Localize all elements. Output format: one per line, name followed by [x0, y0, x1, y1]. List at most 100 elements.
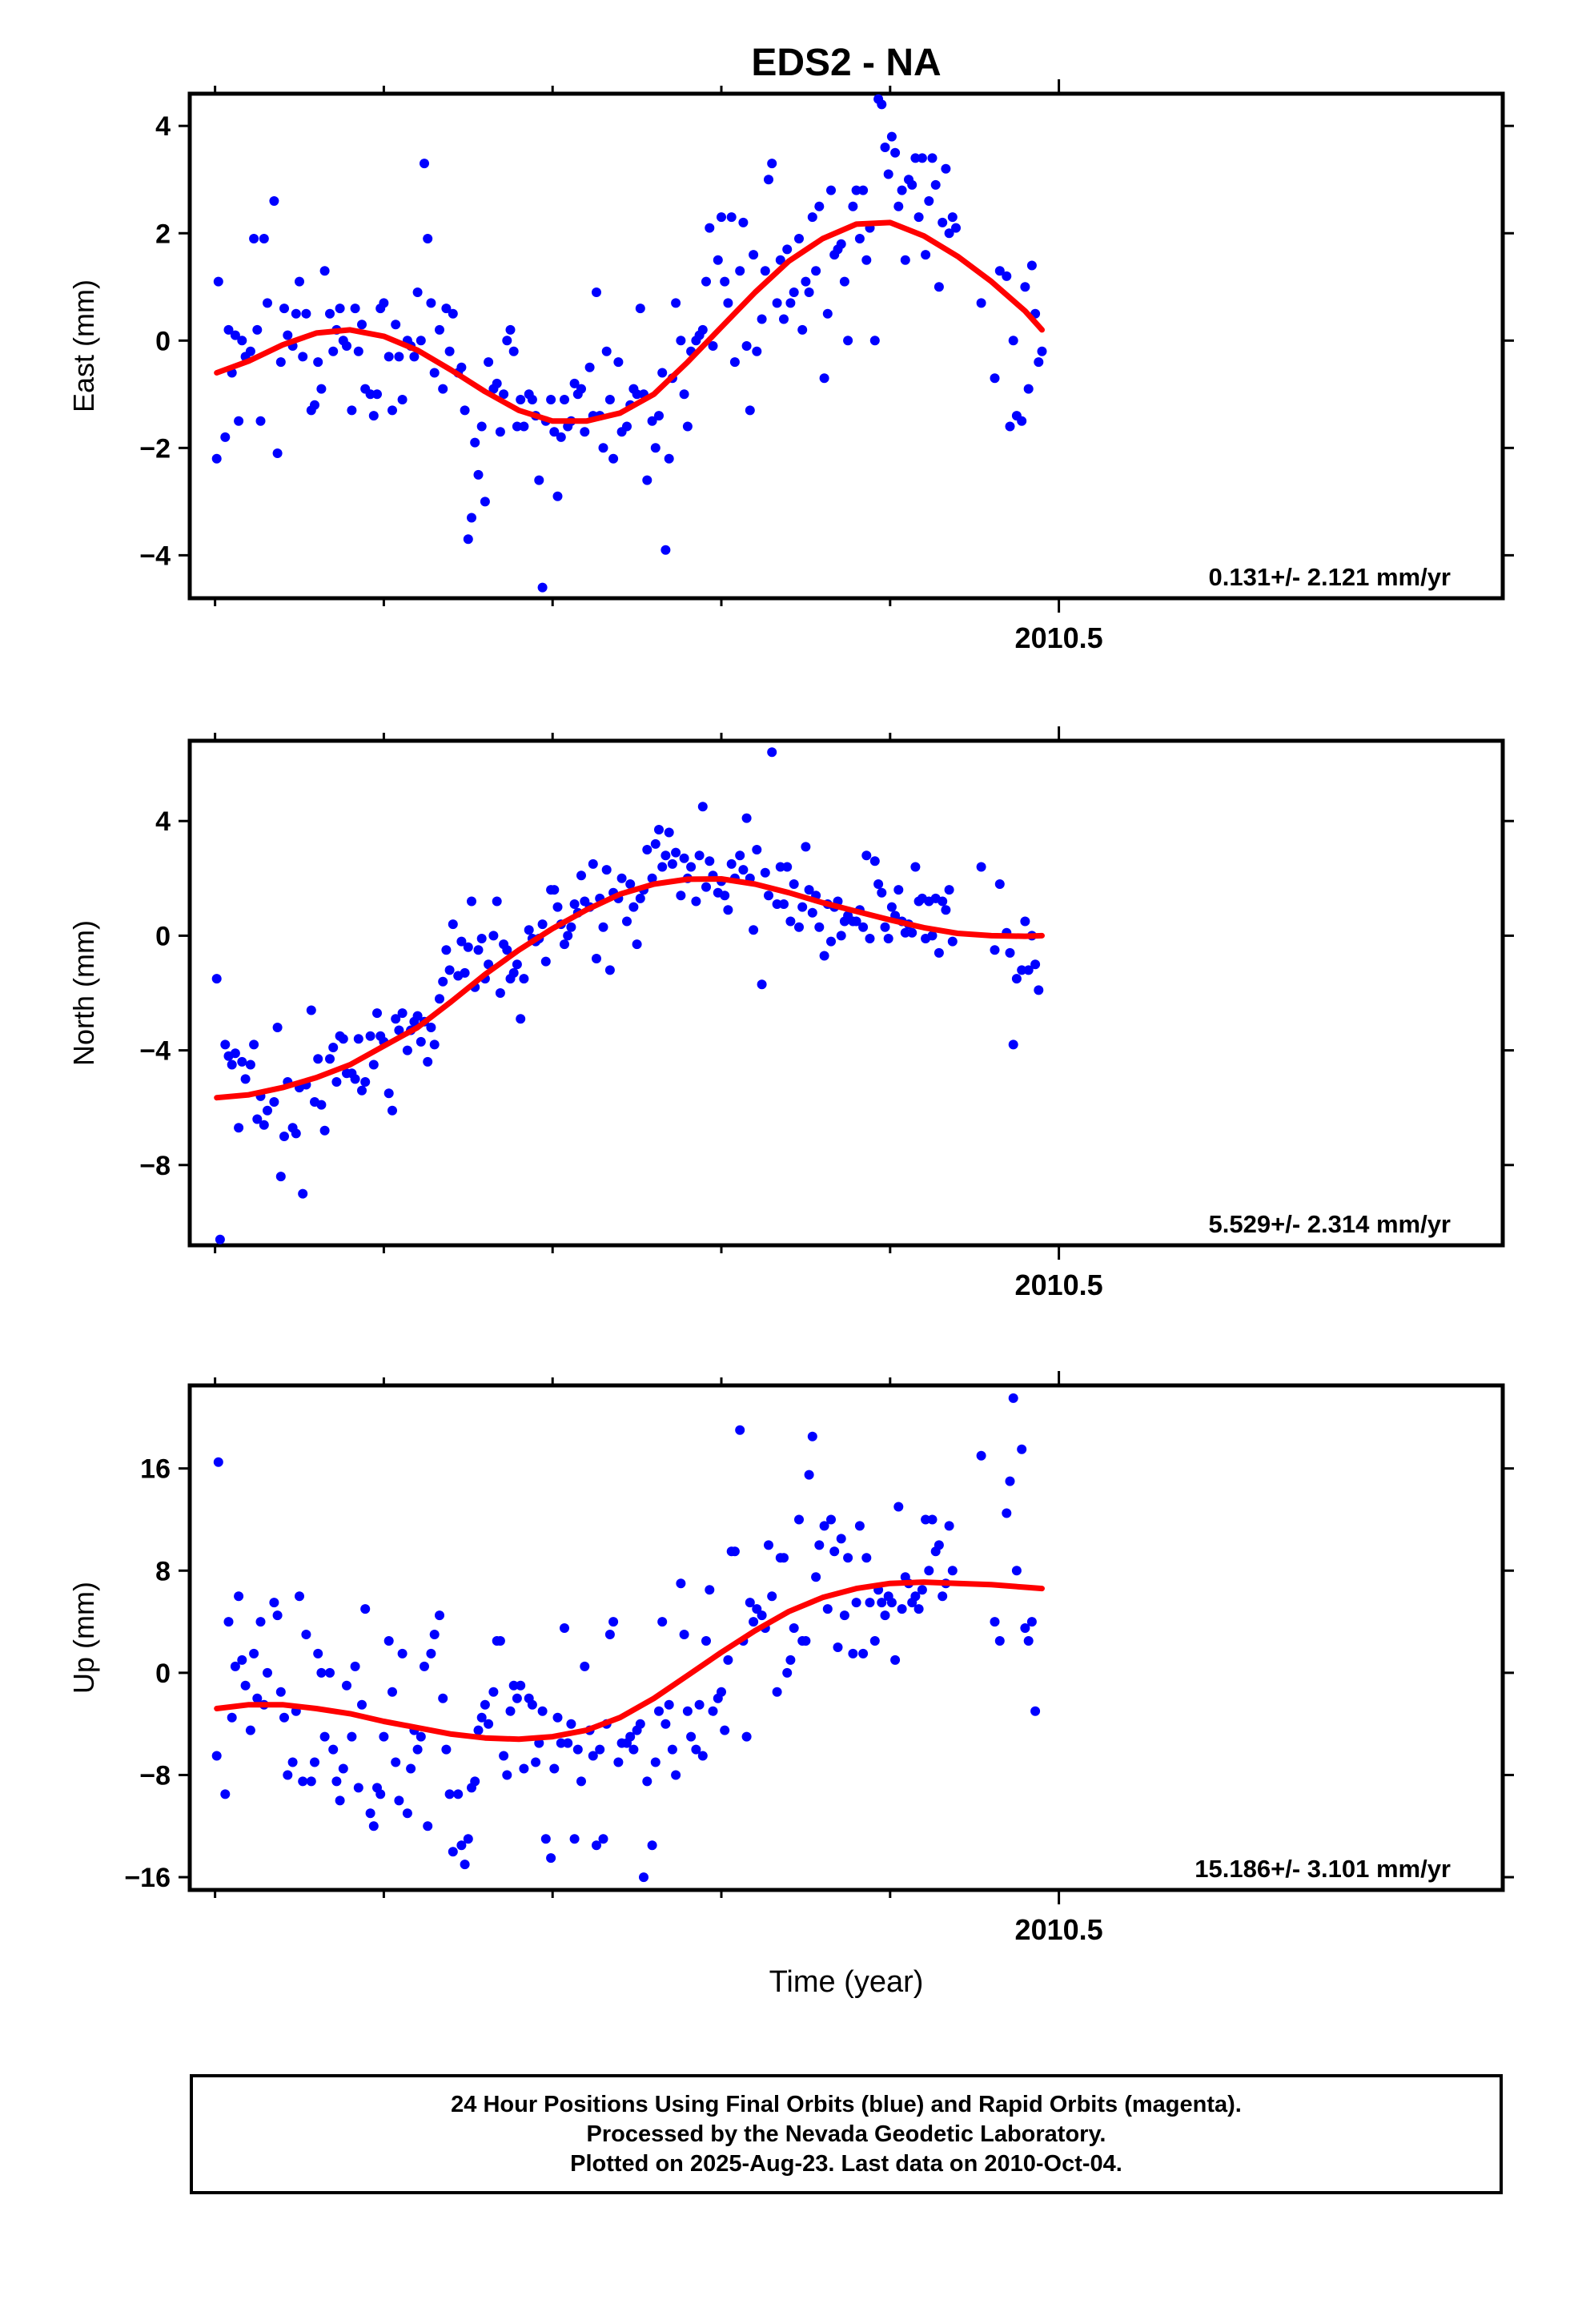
- data-point: [394, 352, 404, 362]
- data-point: [444, 965, 455, 975]
- data-point: [613, 1757, 624, 1767]
- data-point: [775, 862, 785, 872]
- data-point: [601, 865, 612, 875]
- fit-line: [214, 876, 1045, 1101]
- data-point: [298, 1188, 308, 1199]
- data-point: [661, 1719, 671, 1729]
- data-point: [794, 922, 804, 932]
- data-point: [279, 304, 289, 314]
- data-point: [913, 212, 924, 223]
- data-point: [804, 885, 814, 895]
- data-point: [869, 336, 880, 346]
- y-tick-label: 0: [155, 921, 171, 951]
- data-point: [701, 1636, 711, 1646]
- data-point: [938, 896, 948, 907]
- data-point: [252, 324, 263, 335]
- data-point: [476, 934, 487, 943]
- data-point: [426, 298, 436, 308]
- data-point: [1008, 1039, 1018, 1050]
- data-point: [934, 282, 944, 292]
- data-point: [880, 143, 890, 152]
- data-point: [580, 427, 590, 437]
- data-point: [230, 1048, 240, 1059]
- data-point: [865, 934, 875, 943]
- data-point: [552, 902, 563, 912]
- data-point: [269, 1598, 279, 1608]
- fit-line: [214, 219, 1045, 424]
- data-point: [453, 1789, 464, 1799]
- data-point: [826, 1514, 836, 1525]
- data-point: [508, 346, 519, 356]
- data-point: [764, 175, 773, 185]
- data-point: [604, 1630, 615, 1639]
- data-point: [412, 1744, 423, 1755]
- data-points: [211, 94, 1047, 593]
- data-point: [797, 902, 808, 912]
- data-point: [316, 1667, 327, 1678]
- data-point: [807, 212, 817, 223]
- data-point: [851, 916, 861, 927]
- data-point: [650, 1757, 661, 1767]
- data-point: [772, 899, 782, 909]
- data-point: [1005, 421, 1015, 432]
- data-point: [291, 1128, 301, 1139]
- data-point: [869, 1636, 880, 1646]
- data-points: [211, 747, 1044, 1244]
- data-point: [635, 304, 645, 314]
- data-point: [836, 931, 846, 941]
- data-point: [534, 475, 544, 485]
- data-point: [708, 1706, 718, 1716]
- rate-label: 15.186+/- 3.101 mm/yr: [1195, 1855, 1451, 1883]
- data-point: [990, 945, 1000, 955]
- data-point: [880, 1610, 890, 1621]
- data-point: [757, 314, 767, 324]
- data-point: [717, 1687, 726, 1697]
- data-point: [941, 905, 951, 915]
- data-point: [350, 1074, 360, 1084]
- data-point: [836, 239, 846, 249]
- data-point: [259, 234, 269, 243]
- data-point: [448, 308, 458, 319]
- data-point: [234, 416, 244, 426]
- data-point: [527, 1699, 537, 1710]
- data-point: [360, 1077, 371, 1087]
- y-tick-label: 2: [155, 219, 171, 249]
- data-point: [738, 865, 749, 875]
- data-point: [319, 1125, 330, 1136]
- data-point: [365, 1808, 375, 1819]
- data-point: [255, 416, 266, 426]
- y-tick-label: −2: [139, 433, 171, 464]
- data-point: [301, 308, 311, 319]
- data-point: [291, 308, 301, 319]
- data-point: [412, 1011, 423, 1021]
- data-point: [223, 1617, 234, 1627]
- data-point: [435, 324, 444, 335]
- data-point: [552, 491, 563, 501]
- data-point: [927, 153, 938, 163]
- data-point: [1026, 1617, 1037, 1627]
- data-point: [723, 298, 733, 308]
- data-point: [379, 298, 389, 308]
- data-point: [671, 298, 681, 308]
- data-point: [357, 1085, 367, 1096]
- data-point: [664, 453, 674, 464]
- data-point: [368, 411, 379, 421]
- data-point: [488, 931, 499, 941]
- data-point: [735, 850, 745, 861]
- data-point: [444, 1789, 455, 1799]
- data-point: [313, 357, 323, 368]
- data-point: [1008, 336, 1018, 346]
- data-point: [387, 1105, 397, 1116]
- data-point: [917, 1585, 927, 1595]
- data-point: [1023, 1636, 1034, 1646]
- data-point: [220, 1789, 231, 1799]
- panel-3: −16 −8 0 8 16 2010.5 Up (mm) 15.186+/- 3.101 mm…: [67, 1371, 1514, 1946]
- data-point: [484, 357, 494, 368]
- x-axis-label: Time (year): [769, 1965, 924, 1999]
- data-point: [616, 873, 627, 883]
- data-point: [782, 1667, 793, 1678]
- data-point: [357, 320, 367, 330]
- data-point: [705, 223, 715, 233]
- data-point: [772, 1687, 782, 1697]
- data-point: [480, 1699, 490, 1710]
